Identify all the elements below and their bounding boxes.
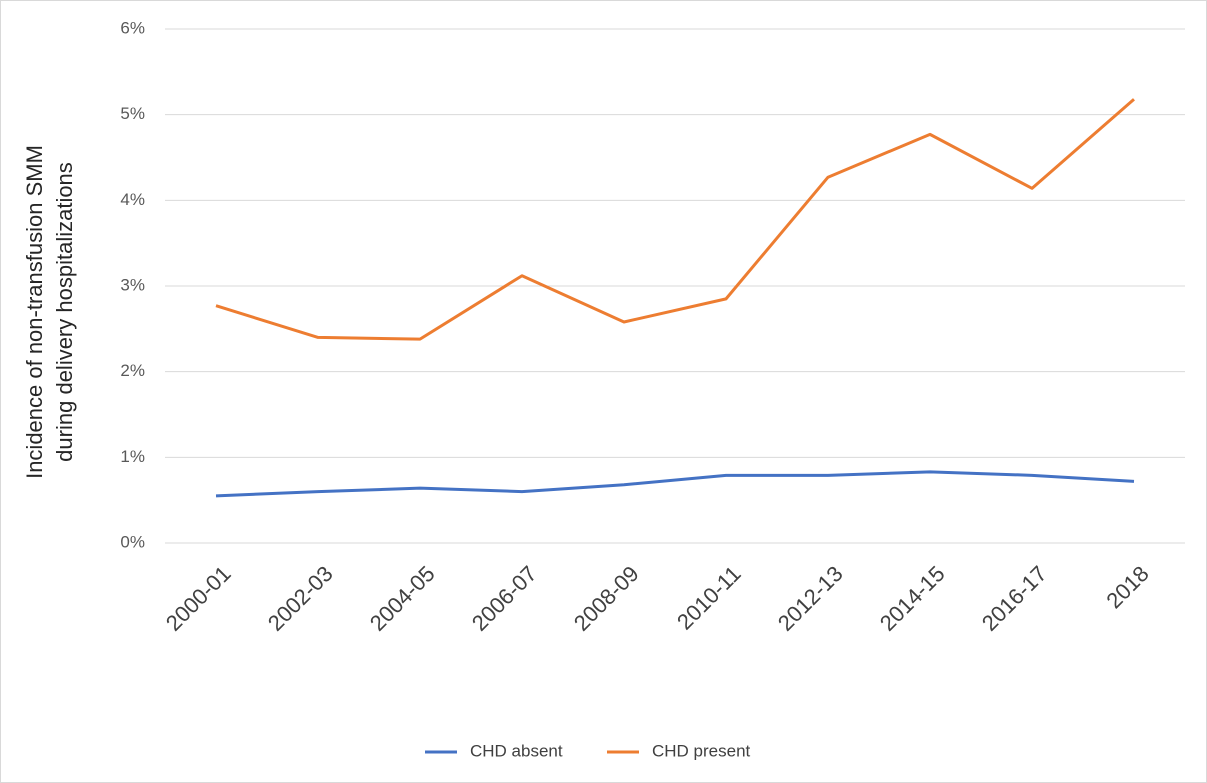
y-tick-label: 4% bbox=[120, 190, 145, 209]
y-tick-label: 3% bbox=[120, 275, 145, 294]
y-tick-label: 0% bbox=[120, 532, 145, 551]
y-tick-label: 6% bbox=[120, 18, 145, 37]
legend-label: CHD absent bbox=[470, 741, 563, 760]
y-tick-label: 1% bbox=[120, 447, 145, 466]
y-tick-label: 2% bbox=[120, 361, 145, 380]
line bbox=[215, 470, 1135, 498]
y-axis-label: during delivery hospitalizations bbox=[52, 162, 77, 462]
y-tick-label: 5% bbox=[120, 104, 145, 123]
y-axis-label: Incidence of non-transfusion SMM bbox=[22, 145, 47, 479]
legend-label: CHD present bbox=[652, 741, 751, 760]
line bbox=[215, 98, 1135, 341]
